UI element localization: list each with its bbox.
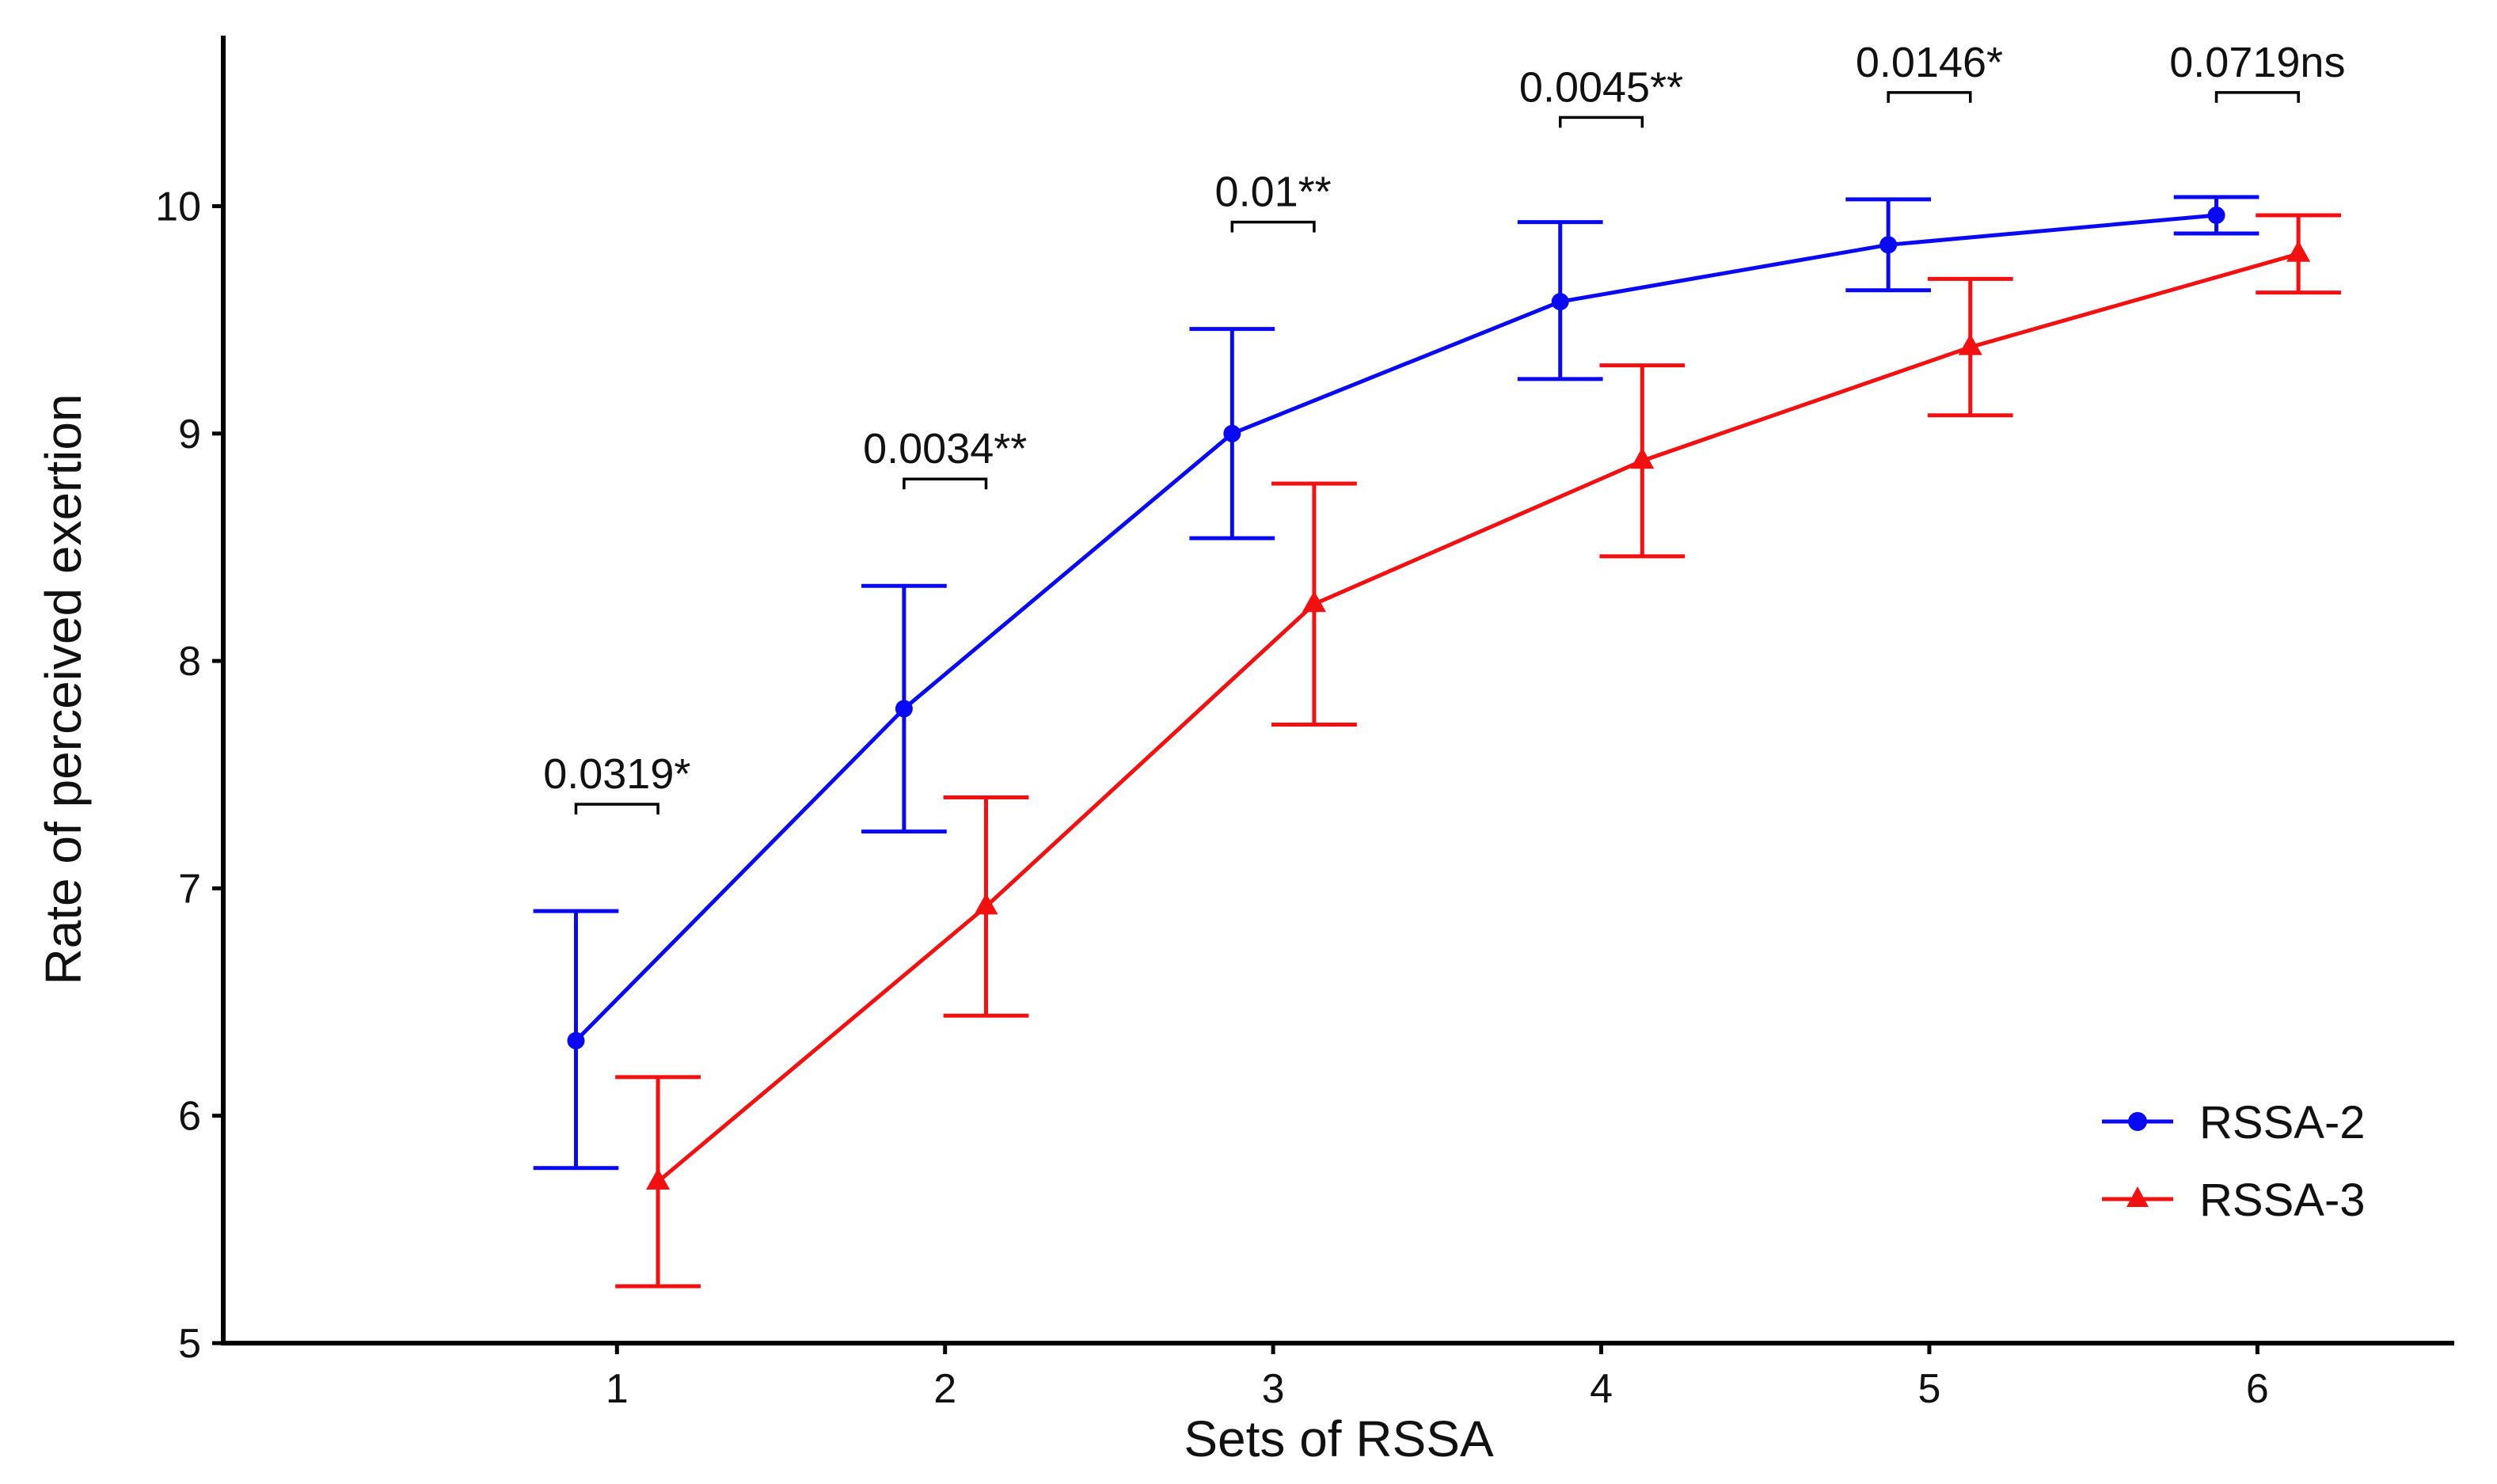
point-rssa-2-1 [567,1031,585,1049]
annotation-6: 0.0719ns [2169,39,2345,103]
significance-bracket-5 [1887,91,1972,103]
annotation-3: 0.01** [1215,169,1332,233]
series-line-rssa-3 [656,252,2299,1183]
x-tick-label-3: 3 [1262,1366,1285,1412]
annotation-5: 0.0146* [1856,39,2003,103]
significance-bracket-2 [903,477,988,490]
axes [221,36,2454,1345]
point-rssa-3-2 [974,893,998,915]
x-tick-label-6: 6 [2246,1366,2269,1412]
x-tick-label-5: 5 [1917,1366,1940,1412]
y-tick-label-9: 9 [178,412,201,457]
legend: RSSA-2 RSSA-3 [2102,1097,2366,1226]
p-value-label-5: 0.0146* [1856,39,2003,86]
y-tick-label-5: 5 [178,1321,201,1367]
y-axis-title: Rate of perceived exertion [35,393,92,985]
y-tick-label-10: 10 [155,184,201,230]
y-tick-label-6: 6 [178,1094,201,1140]
series-rssa-3 [615,213,2342,1289]
legend-item-rssa-2: RSSA-2 [2102,1097,2366,1148]
significance-bracket-4 [1558,116,1644,128]
x-axis-title: Sets of RSSA [1184,1410,1494,1467]
point-rssa-3-5 [1958,333,1982,355]
y-ticks: 5 6 7 8 9 10 [155,184,223,1367]
y-tick-label-7: 7 [178,866,201,912]
p-value-label-1: 0.0319* [543,750,690,798]
series-rssa-2 [533,195,2259,1171]
point-rssa-3-3 [1302,590,1326,613]
annotation-1: 0.0319* [543,750,690,815]
p-value-label-4: 0.0045** [1519,63,1683,111]
point-rssa-2-4 [1551,293,1569,311]
legend-item-rssa-3: RSSA-3 [2102,1175,2366,1226]
legend-label-rssa-2: RSSA-2 [2199,1097,2366,1148]
point-rssa-3-6 [2286,240,2311,262]
point-rssa-3-1 [646,1168,671,1190]
point-rssa-3-4 [1630,447,1655,469]
point-rssa-2-6 [2207,206,2225,224]
legend-label-rssa-3: RSSA-3 [2199,1175,2366,1226]
x-tick-label-2: 2 [933,1366,956,1412]
x-tick-label-4: 4 [1590,1366,1613,1412]
significance-bracket-6 [2214,91,2300,103]
legend-marker-rssa-2 [2128,1112,2147,1131]
point-rssa-2-5 [1879,236,1898,254]
significance-bracket-3 [1230,220,1316,233]
legend-marker-rssa-3 [2126,1186,2149,1207]
annotation-2: 0.0034** [863,425,1027,490]
annotation-4: 0.0045** [1519,63,1683,128]
series-line-rssa-2 [574,213,2217,1042]
x-tick-label-1: 1 [606,1366,629,1412]
p-value-label-2: 0.0034** [863,425,1027,473]
x-ticks: 1 2 3 4 5 6 [606,1343,2269,1412]
series-layer [533,195,2342,1289]
point-rssa-2-2 [895,700,913,718]
significance-bracket-1 [574,803,659,815]
y-tick-label-8: 8 [178,639,201,685]
significance-annotations: 0.0319* 0.0034** 0.01** 0.0045** 0.0146* 0.07… [543,39,2345,815]
point-rssa-2-3 [1223,424,1241,442]
p-value-label-6: 0.0719ns [2169,39,2345,86]
p-value-label-3: 0.01** [1215,169,1332,216]
